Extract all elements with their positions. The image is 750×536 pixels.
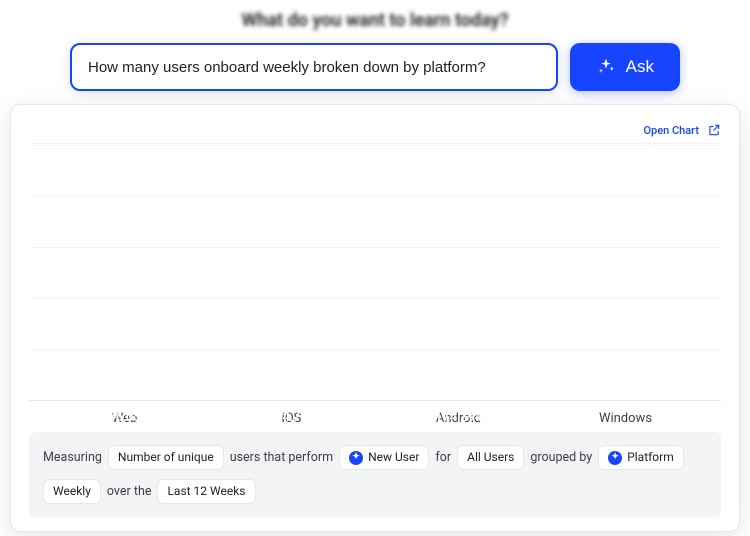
query-text: Measuring — [43, 444, 102, 472]
pill-measure[interactable]: Number of unique — [108, 445, 224, 470]
question-input[interactable] — [70, 43, 558, 91]
x-axis-label: Windows — [552, 411, 699, 426]
pill-groupby[interactable]: ✦Platform — [598, 445, 684, 470]
chart-plot: 336,056204,756174,294 — [29, 143, 721, 401]
sparkle-icon — [596, 57, 616, 77]
pill-event[interactable]: ✦New User — [339, 445, 429, 470]
search-row: Ask — [0, 43, 750, 91]
groupby-dot-icon: ✦ — [608, 451, 622, 465]
external-link-icon[interactable] — [707, 123, 721, 137]
pill-segment[interactable]: All Users — [457, 445, 524, 470]
pill-timerange[interactable]: Last 12 Weeks — [157, 479, 255, 504]
chart: 336,056204,756174,294 WebiOSAndroidWindo… — [29, 143, 721, 432]
top-section: What do you want to learn today? Ask — [0, 0, 750, 91]
ask-button[interactable]: Ask — [570, 43, 680, 91]
open-chart-link[interactable]: Open Chart — [643, 124, 699, 137]
pill-interval[interactable]: Weekly — [43, 479, 101, 504]
query-text: for — [435, 444, 451, 472]
query-text: grouped by — [530, 444, 592, 472]
bar-value-label: 336,056 — [70, 410, 179, 425]
result-card: Open Chart 336,056204,756174,294 WebiOSA… — [10, 104, 740, 532]
event-dot-icon: ✦ — [349, 451, 363, 465]
query-text: users that perform — [230, 444, 333, 472]
card-header: Open Chart — [29, 117, 721, 143]
bar-value-label: 174,294 — [404, 410, 513, 425]
ask-button-label: Ask — [626, 57, 654, 77]
page-heading: What do you want to learn today? — [0, 10, 750, 31]
query-text: over the — [107, 478, 152, 506]
bar-value-label: 204,756 — [237, 410, 346, 425]
query-description: Measuring Number of unique users that pe… — [29, 432, 721, 517]
